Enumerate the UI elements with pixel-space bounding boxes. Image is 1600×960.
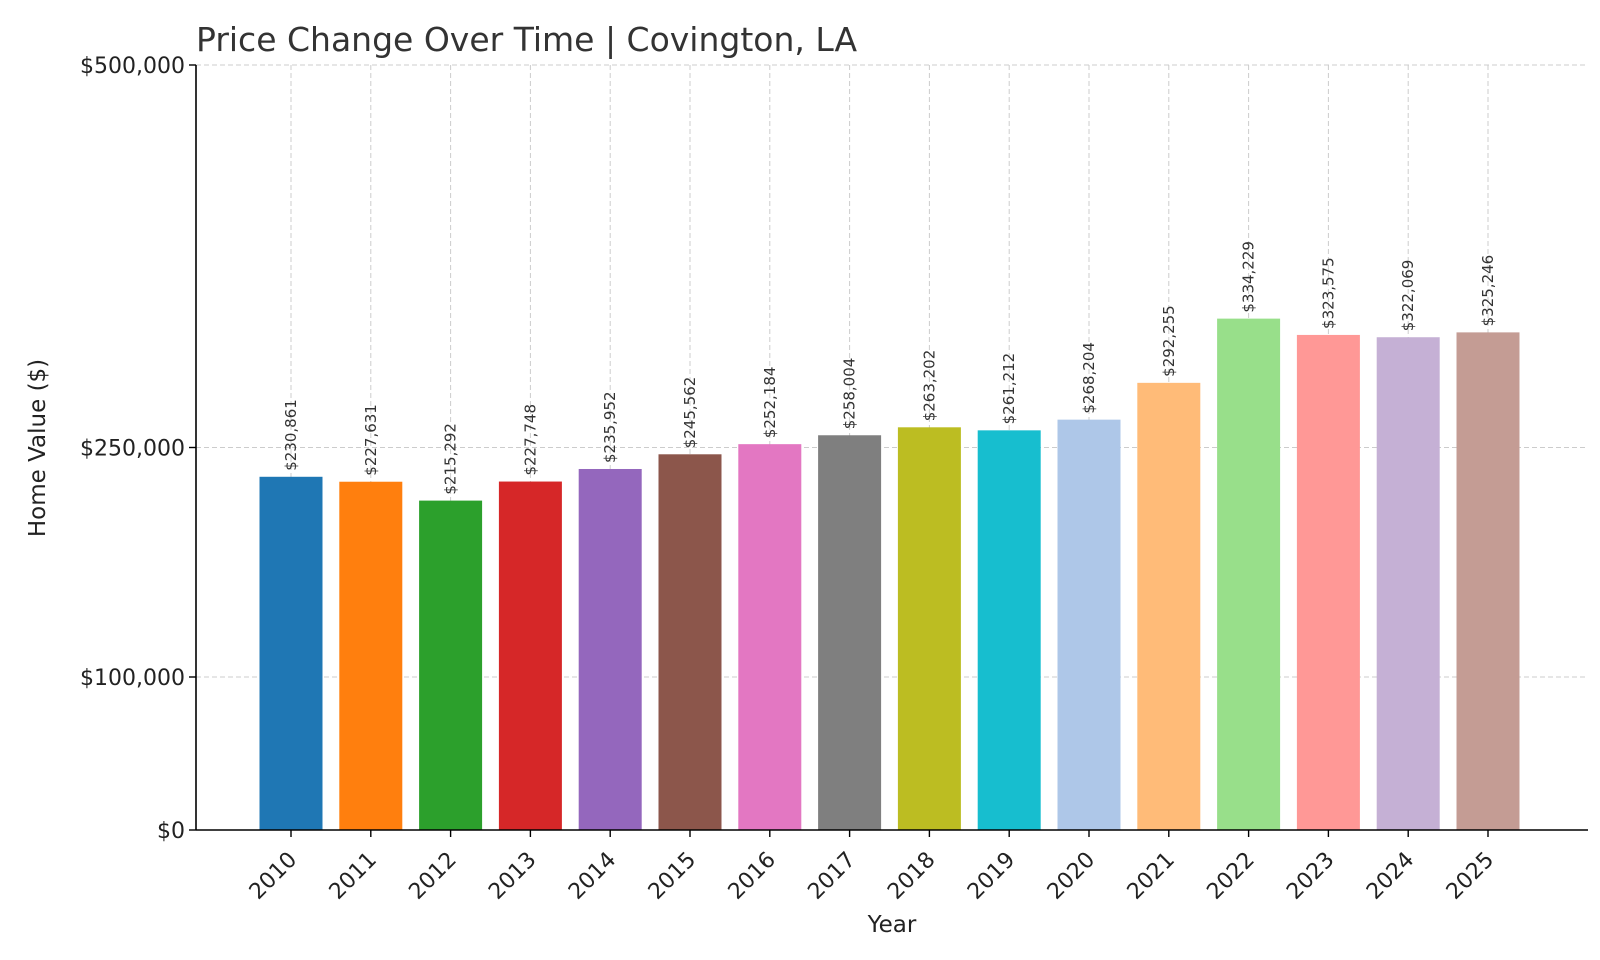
data-label-2016: $252,184 xyxy=(761,367,779,439)
data-label-2025: $325,246 xyxy=(1479,255,1497,327)
bar-2014 xyxy=(578,468,642,830)
bar-2021 xyxy=(1137,382,1201,830)
x-tick-label: 2024 xyxy=(1362,847,1419,904)
data-label-2024: $322,069 xyxy=(1399,260,1417,332)
x-tick-label: 2019 xyxy=(963,847,1020,904)
x-tick-label: 2021 xyxy=(1123,847,1180,904)
data-label-2023: $323,575 xyxy=(1319,257,1337,329)
bar-2023 xyxy=(1296,334,1360,830)
bar-2018 xyxy=(897,427,961,830)
x-tick-label: 2012 xyxy=(404,847,461,904)
data-labels-layer: $230,861 $227,631 $215,292 $227,748 $235,952… xyxy=(282,241,1497,495)
y-tick-label: $500,000 xyxy=(80,54,185,79)
bar-2024 xyxy=(1376,337,1440,830)
x-tick-label: 2015 xyxy=(644,847,701,904)
data-label-2022: $334,229 xyxy=(1240,241,1258,313)
bar-2011 xyxy=(339,481,403,830)
data-label-2021: $292,255 xyxy=(1160,305,1178,377)
bar-2016 xyxy=(738,444,802,830)
data-label-2020: $268,204 xyxy=(1080,342,1098,414)
x-tick-label: 2011 xyxy=(325,847,382,904)
data-label-2011: $227,631 xyxy=(362,404,380,476)
data-label-2014: $235,952 xyxy=(601,391,619,463)
x-tick-label: 2010 xyxy=(245,847,302,904)
bar-2013 xyxy=(498,481,562,830)
x-tick-label: 2013 xyxy=(484,847,541,904)
bar-2020 xyxy=(1057,419,1121,830)
chart-title: Price Change Over Time | Covington, LA xyxy=(196,20,858,59)
bar-2010 xyxy=(259,476,323,830)
x-tick-label: 2016 xyxy=(724,847,781,904)
bar-2012 xyxy=(419,500,483,830)
bar-2019 xyxy=(977,430,1041,830)
bar-2015 xyxy=(658,454,722,830)
y-axis-label: Home Value ($) xyxy=(25,359,51,537)
x-tick-label: 2020 xyxy=(1043,847,1100,904)
x-tick-label: 2022 xyxy=(1202,847,1259,904)
data-label-2015: $245,562 xyxy=(681,377,699,449)
bar-2025 xyxy=(1456,332,1520,830)
bars-layer xyxy=(259,318,1520,830)
x-axis-label: Year xyxy=(867,912,917,938)
data-label-2018: $263,202 xyxy=(920,350,938,422)
bar-2017 xyxy=(818,435,882,830)
y-tick-label: $100,000 xyxy=(80,666,185,691)
data-label-2019: $261,212 xyxy=(1000,353,1018,425)
bar-2022 xyxy=(1217,318,1281,830)
data-label-2010: $230,861 xyxy=(282,399,300,471)
data-label-2017: $258,004 xyxy=(841,358,859,430)
x-tick-label: 2023 xyxy=(1282,847,1339,904)
x-tick-label: 2014 xyxy=(564,847,621,904)
data-label-2013: $227,748 xyxy=(521,404,539,476)
data-label-2012: $215,292 xyxy=(442,423,460,495)
x-tick-label: 2017 xyxy=(803,847,860,904)
y-tick-label: $250,000 xyxy=(80,437,185,462)
x-tick-label: 2025 xyxy=(1442,847,1499,904)
y-tick-label: $0 xyxy=(157,819,185,844)
x-tick-label: 2018 xyxy=(883,847,940,904)
